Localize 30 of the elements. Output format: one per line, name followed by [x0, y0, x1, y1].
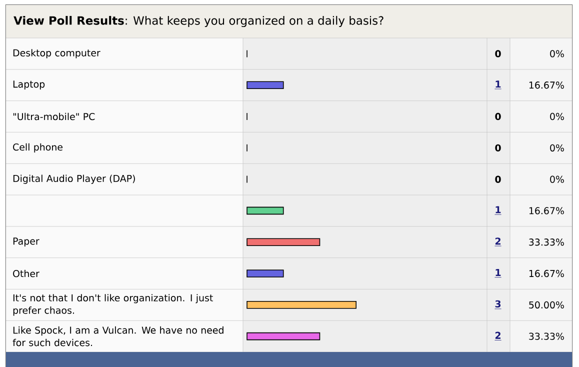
- data-label: 0: [495, 144, 501, 152]
- data-label: 1: [496, 80, 501, 88]
- text: 16.67%: [529, 270, 564, 278]
- y-tick-label: Other: [13, 270, 40, 278]
- text: 33.33%: [529, 238, 564, 246]
- text: 0%: [550, 50, 564, 58]
- y-tick-label: Like Spock, I am a Vulcan. We have no need for such devices.: [12, 326, 224, 346]
- y-tick-label: Laptop: [13, 80, 45, 90]
- y-tick-label: Desktop computer: [13, 49, 100, 58]
- y-tick-label: Digital Audio Player (DAP): [13, 174, 135, 184]
- chart-title: View Poll Results: What keeps you organized on a daily basis?: [14, 16, 384, 28]
- data-label: 3: [495, 300, 501, 308]
- data-label: 0: [495, 112, 501, 120]
- text: 16.67%: [529, 82, 564, 89]
- text: 16.67%: [529, 207, 564, 214]
- y-tick-label: It's not that I don't like organization. I just prefer chaos.: [13, 294, 213, 316]
- text: 33.33%: [529, 332, 564, 340]
- data-label: 2: [495, 238, 500, 245]
- text: 50.00%: [529, 301, 564, 308]
- data-label: 0: [495, 176, 501, 183]
- data-label: 2: [495, 332, 500, 339]
- y-tick-label: "Ultra-mobile" PC: [13, 112, 95, 120]
- data-label: 0: [495, 50, 501, 58]
- text: 0%: [550, 112, 564, 120]
- data-label: 1: [496, 269, 501, 276]
- text: 0%: [550, 176, 564, 183]
- text: 0%: [550, 144, 564, 152]
- data-label: 1: [496, 206, 501, 214]
- y-tick-label: Cell phone: [13, 143, 62, 152]
- y-tick-label: Paper: [13, 238, 40, 247]
